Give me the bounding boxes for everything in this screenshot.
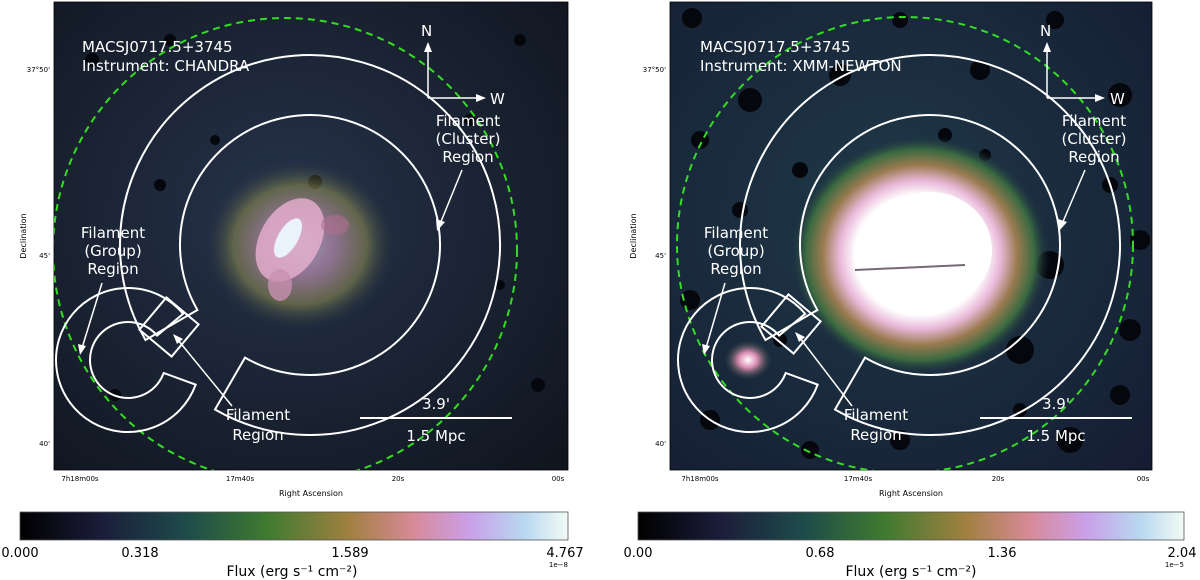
west-label: W	[490, 90, 505, 108]
xmm-figure: MACSJ0717.5+3745 Instrument: XMM-NEWTON …	[624, 1, 1197, 580]
instrument-label: Instrument: CHANDRA	[82, 57, 250, 75]
dec-tick-3: 40'	[39, 440, 50, 448]
colorbar-tick-2: 0.68	[806, 546, 835, 561]
dec-tick-3: 40'	[655, 440, 666, 448]
object-name: MACSJ0717.5+3745	[82, 38, 233, 56]
ra-tick-2: 17m40s	[226, 475, 255, 483]
group-filament-region	[55, 287, 197, 433]
cluster-region-label-1: Filament	[436, 112, 500, 130]
chandra-figure: MACSJ0717.5+3745 Instrument: CHANDRA N W…	[1, 1, 584, 580]
cluster-region-label-3: Region	[1068, 148, 1119, 166]
group-filament-region	[677, 287, 819, 433]
y-axis-label: Declination	[19, 213, 28, 258]
cluster-arrow-icon	[1058, 169, 1086, 231]
filament-arrow-icon	[173, 334, 233, 407]
filament-region-label-2: Region	[850, 426, 901, 444]
group-region-label-2: (Group)	[707, 242, 764, 260]
filament-box-region	[760, 293, 822, 355]
scale-angle: 3.9'	[422, 395, 450, 413]
filament-region-label-1: Filament	[844, 406, 908, 424]
instrument-label: Instrument: XMM-NEWTON	[700, 57, 902, 75]
north-label: N	[421, 22, 432, 40]
colorbar	[637, 511, 1185, 541]
ra-tick-2: 17m40s	[844, 475, 873, 483]
scale-distance: 1.5 Mpc	[406, 427, 465, 445]
filament-region-label-1: Filament	[226, 406, 290, 424]
colorbar-exponent: 1e−8	[549, 561, 568, 569]
group-arrow-icon	[78, 282, 103, 355]
ra-tick-1: 7h18m00s	[681, 475, 719, 483]
object-name: MACSJ0717.5+3745	[700, 38, 851, 56]
colorbar-tick-1: 0.00	[624, 546, 653, 561]
colorbar-label: Flux (erg s⁻¹ cm⁻²)	[845, 564, 976, 580]
colorbar	[19, 511, 569, 541]
ra-tick-4: 00s	[1137, 475, 1150, 483]
colorbar-label: Flux (erg s⁻¹ cm⁻²)	[226, 564, 357, 580]
x-axis-label: Right Ascension	[879, 489, 943, 498]
cluster-filament-region	[739, 54, 1121, 436]
group-region-label-2: (Group)	[84, 242, 141, 260]
cluster-filament-region	[119, 54, 501, 436]
group-region-label-3: Region	[710, 260, 761, 278]
filament-region-label-2: Region	[232, 426, 283, 444]
cluster-arrow-icon	[436, 169, 463, 231]
group-region-label-1: Filament	[81, 224, 145, 242]
cluster-region-label-3: Region	[442, 148, 493, 166]
outer-dashed-circle	[676, 16, 1134, 470]
ra-tick-4: 00s	[552, 475, 565, 483]
west-label: W	[1110, 90, 1125, 108]
group-region-label-1: Filament	[704, 224, 768, 242]
scale-distance: 1.5 Mpc	[1026, 427, 1085, 445]
compass-icon	[1043, 42, 1105, 102]
colorbar-tick-3: 1.36	[988, 546, 1017, 561]
chandra-panel: MACSJ0717.5+3745 Instrument: CHANDRA N W…	[1, 1, 584, 580]
scale-angle: 3.9'	[1042, 395, 1070, 413]
filament-arrow-icon	[795, 332, 853, 407]
cluster-region-label-1: Filament	[1062, 112, 1126, 130]
colorbar-tick-4: 4.767	[546, 546, 583, 561]
dec-tick-1: 37°50'	[643, 66, 666, 74]
colorbar-tick-2: 0.318	[121, 546, 158, 561]
xmm-panel: MACSJ0717.5+3745 Instrument: XMM-NEWTON …	[600, 0, 1200, 580]
north-label: N	[1040, 22, 1051, 40]
ra-tick-3: 20s	[392, 475, 405, 483]
dec-tick-2: 45'	[655, 252, 666, 260]
ra-tick-1: 7h18m00s	[61, 475, 99, 483]
dec-tick-1: 37°50'	[27, 66, 50, 74]
cluster-region-label-2: (Cluster)	[436, 130, 501, 148]
colorbar-exponent: 1e−5	[1165, 561, 1184, 569]
group-region-label-3: Region	[87, 260, 138, 278]
ra-tick-3: 20s	[992, 475, 1005, 483]
filament-box-region	[138, 296, 200, 358]
cluster-region-label-2: (Cluster)	[1062, 130, 1127, 148]
colorbar-tick-4: 2.04	[1168, 546, 1197, 561]
outer-dashed-circle	[54, 17, 518, 470]
colorbar-tick-1: 0.000	[1, 546, 38, 561]
x-axis-label: Right Ascension	[279, 489, 343, 498]
colorbar-tick-3: 1.589	[331, 546, 368, 561]
dec-tick-2: 45'	[39, 252, 50, 260]
y-axis-label: Declination	[629, 213, 638, 258]
compass-icon	[424, 42, 486, 102]
group-arrow-icon	[702, 282, 726, 355]
